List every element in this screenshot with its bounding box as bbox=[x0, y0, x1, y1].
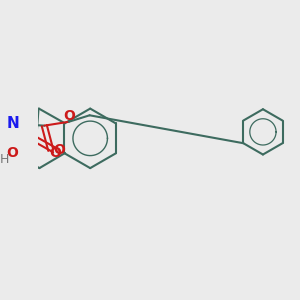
Text: O: O bbox=[63, 109, 75, 123]
Text: N: N bbox=[7, 116, 20, 131]
Text: O: O bbox=[50, 146, 61, 160]
Text: H: H bbox=[0, 153, 9, 166]
Text: O: O bbox=[6, 146, 18, 160]
Polygon shape bbox=[31, 109, 39, 139]
Text: O: O bbox=[53, 143, 65, 157]
